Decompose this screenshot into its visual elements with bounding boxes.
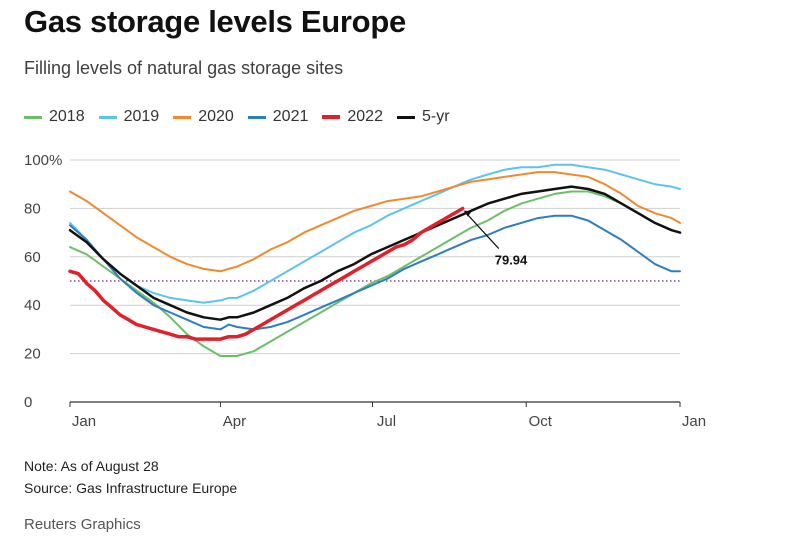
chart-subtitle: Filling levels of natural gas storage si…	[24, 58, 344, 78]
legend-item-2018: 2018	[24, 108, 85, 126]
legend-label: 2021	[272, 108, 309, 125]
legend-item-5-yr: 5-yr	[396, 108, 450, 126]
y-tick-label: 20	[24, 346, 41, 363]
legend-item-2019: 2019	[98, 108, 160, 126]
series-line-2018	[69, 190, 681, 357]
legend-swatch	[396, 115, 415, 119]
legend: 2018 2019 2020 2021 2022 5-yr	[24, 108, 464, 126]
annotation-arrowhead	[463, 210, 472, 217]
x-tick-label: Jul	[377, 413, 396, 430]
y-tick-label: 40	[24, 297, 41, 314]
source-text: Source: Gas Infrastructure Europe	[24, 480, 238, 496]
y-tick-label: 80	[24, 200, 41, 217]
legend-swatch	[24, 115, 42, 119]
series-line-5-yr	[68, 185, 682, 321]
series-line-2021	[69, 214, 681, 331]
credit-text: Reuters Graphics	[24, 516, 141, 533]
annotation-arrow	[464, 211, 500, 249]
note-text: Note: As of August 28	[24, 458, 159, 474]
legend-swatch	[173, 115, 192, 119]
legend-swatch	[98, 115, 117, 119]
line-chart: 0 20 40 60 80 100% Jan Apr Jul Oct Jan 79.94	[24, 152, 706, 430]
series-line-2020	[69, 171, 681, 273]
x-tick-label: Jan	[682, 413, 706, 430]
y-tick-label: 100%	[24, 152, 62, 169]
series-line-2019	[69, 163, 681, 304]
legend-item-2021: 2021	[247, 108, 309, 126]
legend-label: 2019	[123, 108, 160, 125]
y-tick-label: 0	[24, 394, 32, 411]
x-tick-label: Jan	[72, 413, 96, 430]
y-tick-label: 60	[24, 249, 41, 266]
legend-label: 2022	[347, 108, 383, 125]
legend-swatch	[247, 115, 266, 119]
x-tick-label: Apr	[223, 413, 246, 430]
legend-label: 2018	[49, 108, 85, 125]
legend-label: 2020	[198, 108, 234, 125]
chart-title: Gas storage levels Europe	[24, 4, 406, 39]
series-line-2022	[68, 206, 465, 341]
legend-swatch	[322, 115, 341, 119]
legend-item-2022: 2022	[322, 108, 383, 126]
legend-label: 5-yr	[421, 108, 450, 125]
legend-item-2020: 2020	[173, 108, 234, 126]
x-tick-label: Oct	[529, 413, 553, 430]
annotation-label: 79.94	[495, 253, 528, 268]
